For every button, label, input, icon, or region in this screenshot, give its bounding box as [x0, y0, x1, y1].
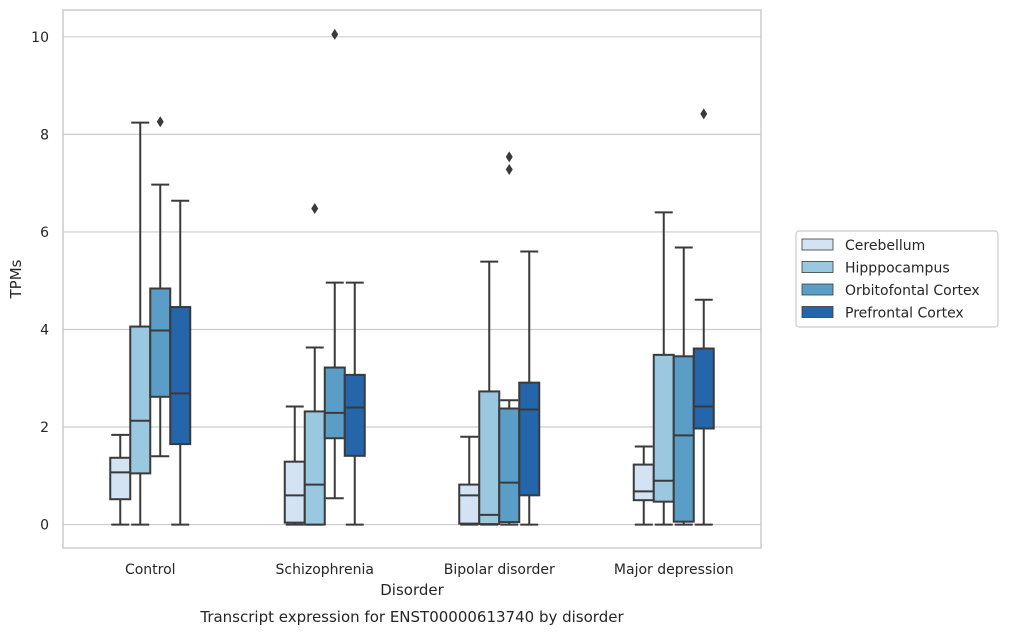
- y-axis-label: TPMs: [7, 259, 25, 299]
- box-0-3: [169, 199, 192, 526]
- box-iqr: [303, 410, 326, 526]
- x-tick-label: Schizophrenia: [276, 562, 374, 578]
- chart-title: Transcript expression for ENST0000061374…: [199, 608, 624, 626]
- box-3-0: [632, 445, 655, 526]
- outlier-point: [700, 108, 708, 120]
- y-tick-label: 6: [40, 225, 49, 241]
- outlier-point: [331, 28, 339, 40]
- box-iqr: [672, 355, 695, 523]
- box-iqr: [478, 390, 501, 526]
- y-tick-label: 4: [40, 322, 49, 338]
- x-tick-label: Control: [125, 562, 176, 578]
- box-2-2: [498, 151, 521, 526]
- x-axis-label: Disorder: [380, 581, 444, 599]
- legend-swatch: [801, 238, 834, 251]
- legend-entry: Orbitofontal Cortex: [845, 283, 980, 299]
- x-tick-label: Major depression: [614, 562, 734, 578]
- box-0-1: [129, 121, 152, 526]
- legend-frame: [795, 230, 999, 328]
- box-3-2: [672, 246, 695, 526]
- box-iqr: [129, 325, 152, 475]
- box-3-3: [692, 108, 715, 526]
- y-tick-label: 10: [31, 30, 49, 46]
- legend-entry: Hipppocampus: [845, 261, 950, 277]
- x-tick-labels: Control Schizophrenia Bipolar disorder Majo…: [125, 562, 734, 578]
- box-1-0: [283, 405, 306, 526]
- box-iqr: [149, 287, 172, 398]
- legend-swatch: [801, 306, 834, 318]
- y-tick-label: 0: [40, 518, 49, 534]
- box-2-3: [518, 250, 541, 526]
- box-iqr: [498, 407, 521, 524]
- box-0-2: [149, 116, 172, 458]
- box-iqr: [458, 483, 481, 525]
- legend-entry: Cerebellum: [845, 238, 925, 254]
- box-1-3: [343, 281, 366, 526]
- legend-swatch: [801, 261, 834, 273]
- legend: Cerebellum Hipppocampus Orbitofontal Corte…: [795, 230, 999, 328]
- x-tick-label: Bipolar disorder: [444, 562, 555, 578]
- box-iqr: [169, 306, 192, 446]
- legend-swatch: [801, 283, 834, 296]
- box-iqr: [632, 463, 655, 502]
- box-iqr: [518, 381, 541, 497]
- outlier-point: [156, 116, 164, 128]
- outlier-point: [505, 151, 513, 163]
- box-2-0: [458, 435, 481, 526]
- y-tick-label: 8: [40, 127, 49, 143]
- box-iqr: [323, 366, 346, 440]
- legend-entry: Prefrontal Cortex: [845, 306, 964, 322]
- outlier-point: [505, 163, 513, 175]
- boxes: [109, 28, 715, 526]
- box-iqr: [343, 373, 366, 457]
- box-iqr: [109, 456, 132, 501]
- outlier-point: [311, 203, 319, 215]
- y-tick-labels: 0 2 4 6 8 10: [31, 30, 49, 534]
- box-1-1: [303, 203, 326, 526]
- box-1-2: [323, 28, 346, 500]
- box-3-1: [652, 211, 675, 526]
- box-0-0: [109, 433, 132, 526]
- box-iqr: [283, 460, 306, 524]
- y-tick-label: 2: [40, 420, 49, 436]
- box-iqr: [692, 347, 715, 430]
- box-iqr: [652, 353, 675, 503]
- plot-frame: [62, 9, 762, 549]
- box-2-1: [478, 260, 501, 526]
